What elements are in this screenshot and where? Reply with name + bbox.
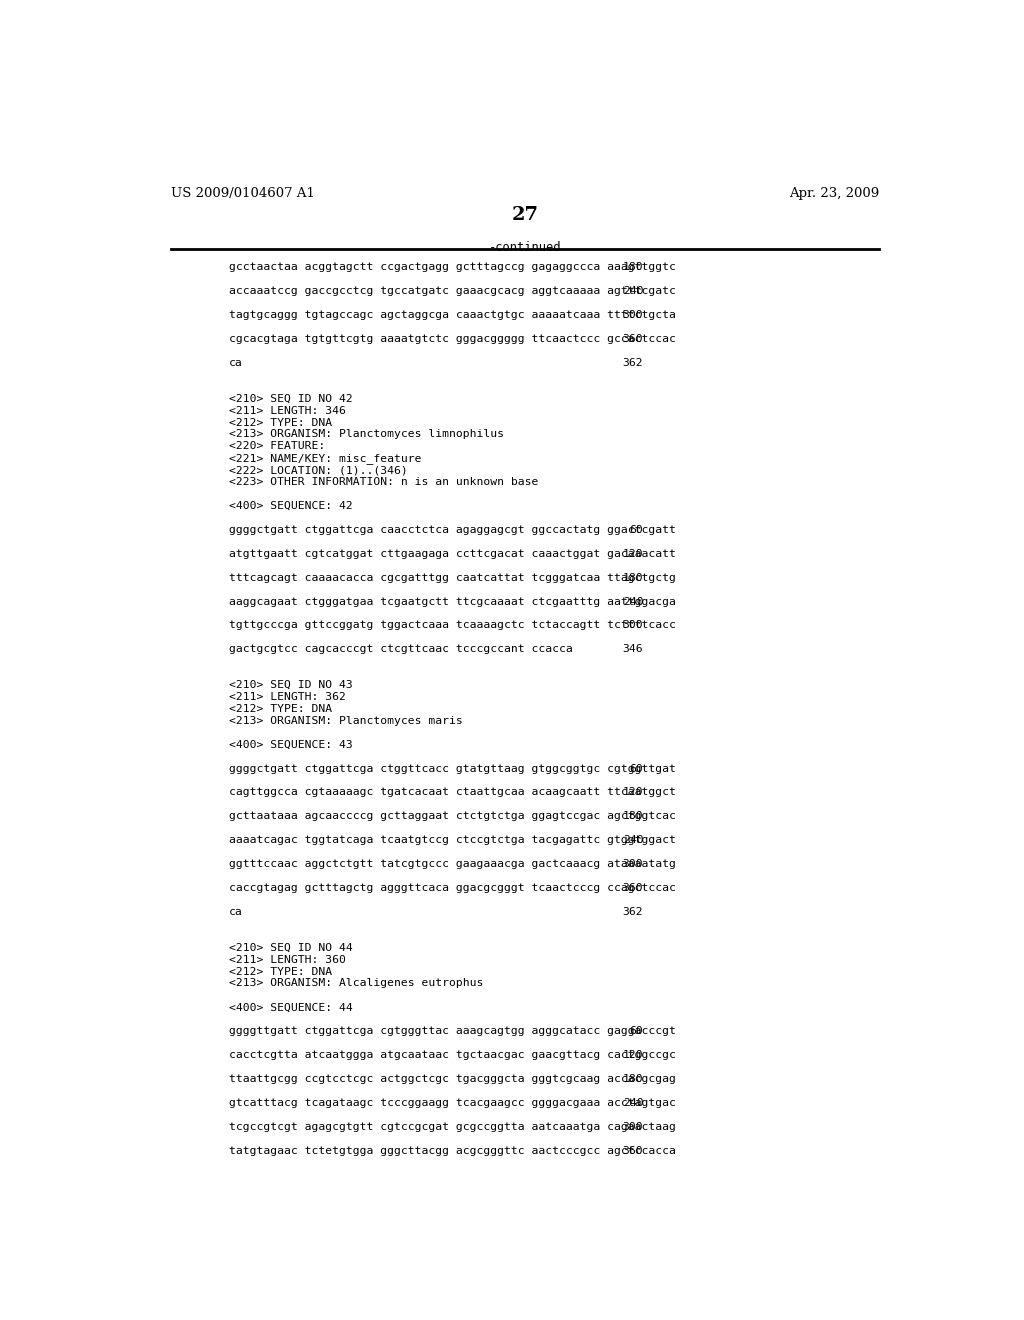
Text: gtcatttacg tcagataagc tcccggaagg tcacgaagcc ggggacgaaa acctagtgac: gtcatttacg tcagataagc tcccggaagg tcacgaa… — [228, 1098, 676, 1107]
Text: ca: ca — [228, 358, 243, 368]
Text: ggggttgatt ctggattcga cgtgggttac aaagcagtgg agggcatacc gaggacccgt: ggggttgatt ctggattcga cgtgggttac aaagcag… — [228, 1026, 676, 1036]
Text: ggggctgatt ctggattcga ctggttcacc gtatgttaag gtggcggtgc cgtggttgat: ggggctgatt ctggattcga ctggttcacc gtatgtt… — [228, 763, 676, 774]
Text: 360: 360 — [623, 883, 643, 892]
Text: ttaattgcgg ccgtcctcgc actggctcgc tgacgggcta gggtcgcaag accacgcgag: ttaattgcgg ccgtcctcgc actggctcgc tgacggg… — [228, 1074, 676, 1084]
Text: 60: 60 — [630, 525, 643, 535]
Text: <223> OTHER INFORMATION: n is an unknown base: <223> OTHER INFORMATION: n is an unknown… — [228, 478, 539, 487]
Text: <213> ORGANISM: Planctomyces maris: <213> ORGANISM: Planctomyces maris — [228, 715, 463, 726]
Text: aaaatcagac tggtatcaga tcaatgtccg ctccgtctga tacgagattc gtggtggact: aaaatcagac tggtatcaga tcaatgtccg ctccgtc… — [228, 836, 676, 845]
Text: gactgcgtcc cagcacccgt ctcgttcaac tcccgccant ccacca: gactgcgtcc cagcacccgt ctcgttcaac tcccgcc… — [228, 644, 572, 655]
Text: <212> TYPE: DNA: <212> TYPE: DNA — [228, 704, 332, 714]
Text: <221> NAME/KEY: misc_feature: <221> NAME/KEY: misc_feature — [228, 453, 421, 465]
Text: gcttaataaa agcaaccccg gcttaggaat ctctgtctga ggagtccgac agctggtcac: gcttaataaa agcaaccccg gcttaggaat ctctgtc… — [228, 812, 676, 821]
Text: tttcagcagt caaaacacca cgcgatttgg caatcattat tcgggatcaa ttagctgctg: tttcagcagt caaaacacca cgcgatttgg caatcat… — [228, 573, 676, 582]
Text: <210> SEQ ID NO 43: <210> SEQ ID NO 43 — [228, 680, 352, 690]
Text: 60: 60 — [630, 763, 643, 774]
Text: 120: 120 — [623, 549, 643, 558]
Text: 300: 300 — [623, 620, 643, 631]
Text: cacctcgtta atcaatggga atgcaataac tgctaacgac gaacgttacg cactggccgc: cacctcgtta atcaatggga atgcaataac tgctaac… — [228, 1051, 676, 1060]
Text: tcgccgtcgt agagcgtgtt cgtccgcgat gcgccggtta aatcaaatga cagaactaag: tcgccgtcgt agagcgtgtt cgtccgcgat gcgccgg… — [228, 1122, 676, 1131]
Text: <211> LENGTH: 362: <211> LENGTH: 362 — [228, 692, 346, 702]
Text: ggggctgatt ctggattcga caacctctca agaggagcgt ggccactatg ggactcgatt: ggggctgatt ctggattcga caacctctca agaggag… — [228, 525, 676, 535]
Text: <211> LENGTH: 346: <211> LENGTH: 346 — [228, 405, 346, 416]
Text: <213> ORGANISM: Planctomyces limnophilus: <213> ORGANISM: Planctomyces limnophilus — [228, 429, 504, 440]
Text: tagtgcaggg tgtagccagc agctaggcga caaactgtgc aaaaatcaaa ttttctgcta: tagtgcaggg tgtagccagc agctaggcga caaactg… — [228, 310, 676, 319]
Text: accaaatccg gaccgcctcg tgccatgatc gaaacgcacg aggtcaaaaa agtttcgatc: accaaatccg gaccgcctcg tgccatgatc gaaacgc… — [228, 286, 676, 296]
Text: -continued: -continued — [488, 240, 561, 253]
Text: 120: 120 — [623, 1051, 643, 1060]
Text: <400> SEQUENCE: 44: <400> SEQUENCE: 44 — [228, 1002, 352, 1012]
Text: <210> SEQ ID NO 44: <210> SEQ ID NO 44 — [228, 942, 352, 953]
Text: <400> SEQUENCE: 43: <400> SEQUENCE: 43 — [228, 739, 352, 750]
Text: caccgtagag gctttagctg agggttcaca ggacgcgggt tcaactcccg ccagctccac: caccgtagag gctttagctg agggttcaca ggacgcg… — [228, 883, 676, 892]
Text: aaggcagaat ctgggatgaa tcgaatgctt ttcgcaaaat ctcgaatttg aattggacga: aaggcagaat ctgggatgaa tcgaatgctt ttcgcaa… — [228, 597, 676, 606]
Text: <212> TYPE: DNA: <212> TYPE: DNA — [228, 966, 332, 977]
Text: 240: 240 — [623, 286, 643, 296]
Text: 240: 240 — [623, 836, 643, 845]
Text: ca: ca — [228, 907, 243, 917]
Text: gcctaactaa acggtagctt ccgactgagg gctttagccg gagaggccca aaagttggtc: gcctaactaa acggtagctt ccgactgagg gctttag… — [228, 263, 676, 272]
Text: tgttgcccga gttccggatg tggactcaaa tcaaaagctc tctaccagtt tcttttcacc: tgttgcccga gttccggatg tggactcaaa tcaaaag… — [228, 620, 676, 631]
Text: cgcacgtaga tgtgttcgtg aaaatgtctc gggacggggg ttcaactccc gccactccac: cgcacgtaga tgtgttcgtg aaaatgtctc gggacgg… — [228, 334, 676, 345]
Text: <212> TYPE: DNA: <212> TYPE: DNA — [228, 417, 332, 428]
Text: <213> ORGANISM: Alcaligenes eutrophus: <213> ORGANISM: Alcaligenes eutrophus — [228, 978, 483, 989]
Text: 360: 360 — [623, 334, 643, 345]
Text: 60: 60 — [630, 1026, 643, 1036]
Text: 240: 240 — [623, 1098, 643, 1107]
Text: cagttggcca cgtaaaaagc tgatcacaat ctaattgcaa acaagcaatt ttcaatggct: cagttggcca cgtaaaaagc tgatcacaat ctaattg… — [228, 788, 676, 797]
Text: 180: 180 — [623, 263, 643, 272]
Text: tatgtagaac tctetgtgga gggcttacgg acgcgggttc aactcccgcc agctccacca: tatgtagaac tctetgtgga gggcttacgg acgcggg… — [228, 1146, 676, 1155]
Text: <222> LOCATION: (1)..(346): <222> LOCATION: (1)..(346) — [228, 465, 408, 475]
Text: ggtttccaac aggctctgtt tatcgtgccc gaagaaacga gactcaaacg ataaaatatg: ggtttccaac aggctctgtt tatcgtgccc gaagaaa… — [228, 859, 676, 869]
Text: <220> FEATURE:: <220> FEATURE: — [228, 441, 325, 451]
Text: 362: 362 — [623, 358, 643, 368]
Text: 362: 362 — [623, 907, 643, 917]
Text: <400> SEQUENCE: 42: <400> SEQUENCE: 42 — [228, 502, 352, 511]
Text: US 2009/0104607 A1: US 2009/0104607 A1 — [171, 187, 314, 199]
Text: 300: 300 — [623, 310, 643, 319]
Text: Apr. 23, 2009: Apr. 23, 2009 — [788, 187, 879, 199]
Text: 300: 300 — [623, 1122, 643, 1131]
Text: 240: 240 — [623, 597, 643, 606]
Text: 346: 346 — [623, 644, 643, 655]
Text: <210> SEQ ID NO 42: <210> SEQ ID NO 42 — [228, 393, 352, 404]
Text: 180: 180 — [623, 1074, 643, 1084]
Text: <211> LENGTH: 360: <211> LENGTH: 360 — [228, 954, 346, 965]
Text: 27: 27 — [511, 206, 539, 224]
Text: 180: 180 — [623, 573, 643, 582]
Text: 180: 180 — [623, 812, 643, 821]
Text: 300: 300 — [623, 859, 643, 869]
Text: 120: 120 — [623, 788, 643, 797]
Text: atgttgaatt cgtcatggat cttgaagaga ccttcgacat caaactggat gacaaacatt: atgttgaatt cgtcatggat cttgaagaga ccttcga… — [228, 549, 676, 558]
Text: 360: 360 — [623, 1146, 643, 1155]
